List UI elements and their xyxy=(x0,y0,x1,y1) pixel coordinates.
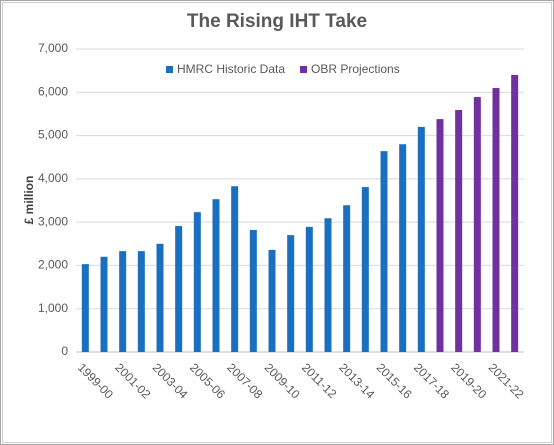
bar xyxy=(100,256,108,352)
y-tick-label: 2,000 xyxy=(38,258,68,272)
y-axis-label: £ million xyxy=(22,176,36,225)
bar xyxy=(436,119,444,352)
bar xyxy=(511,74,519,352)
bar xyxy=(231,186,239,352)
bar xyxy=(324,218,332,352)
bar xyxy=(81,264,89,352)
bar xyxy=(343,205,351,352)
chart-title: The Rising IHT Take xyxy=(187,11,367,32)
bar xyxy=(193,212,201,352)
bar xyxy=(268,249,276,352)
bar xyxy=(175,226,183,352)
bar xyxy=(287,235,295,352)
y-tick-label: 5,000 xyxy=(38,128,68,142)
y-tick-label: 1,000 xyxy=(38,301,68,315)
legend-swatch xyxy=(300,66,308,73)
bar xyxy=(119,251,127,352)
y-tick-label: 4,000 xyxy=(38,171,68,185)
bar xyxy=(492,87,500,352)
bar xyxy=(249,229,257,352)
y-tick-label: 3,000 xyxy=(38,214,68,228)
y-tick-label: 0 xyxy=(61,344,68,358)
bar xyxy=(380,151,388,352)
legend-label: OBR Projections xyxy=(311,62,400,76)
y-tick-label: 7,000 xyxy=(38,41,68,55)
bar xyxy=(473,97,481,352)
legend-swatch xyxy=(166,66,173,73)
bar xyxy=(156,243,164,352)
bar xyxy=(399,144,407,352)
bar xyxy=(361,187,369,352)
bar xyxy=(417,126,425,353)
bar xyxy=(455,110,463,352)
bar xyxy=(305,226,313,352)
y-tick-label: 6,000 xyxy=(38,84,68,98)
bar xyxy=(212,199,220,352)
bar xyxy=(137,251,145,352)
legend-label: HMRC Historic Data xyxy=(177,62,285,76)
